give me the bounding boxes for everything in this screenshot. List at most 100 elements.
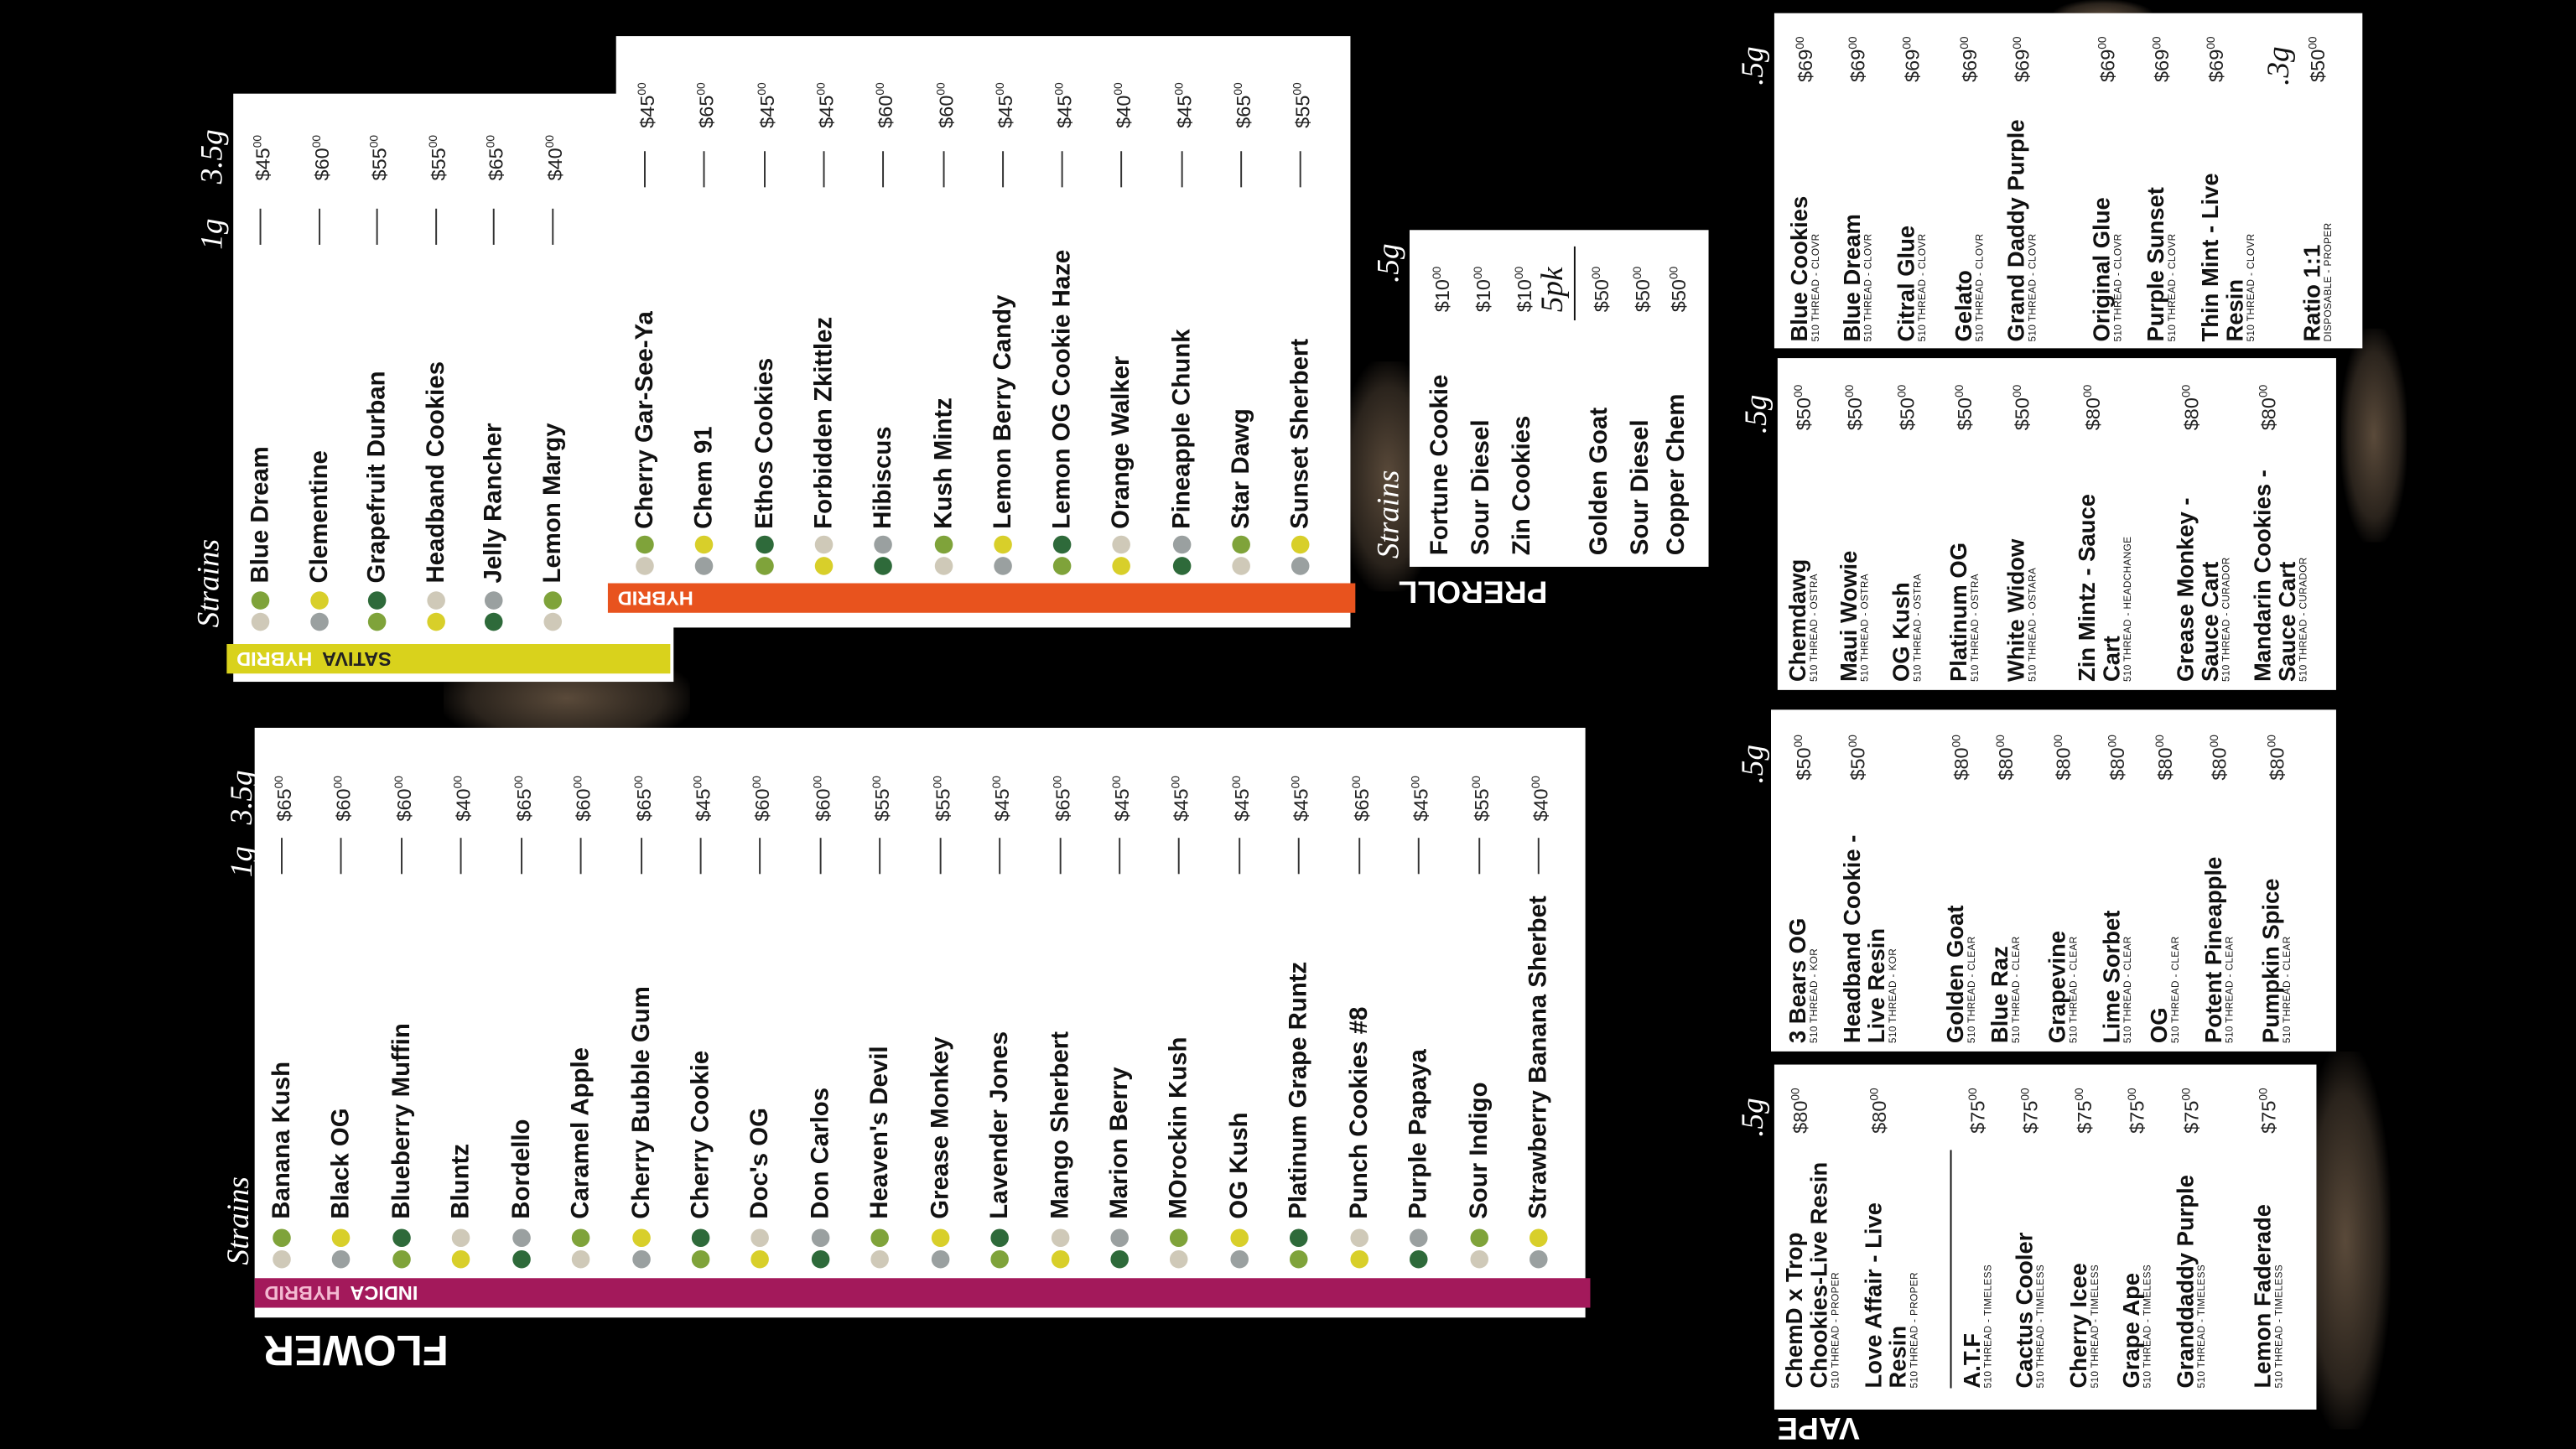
vape-name: Cactus Cooler (2011, 1232, 2038, 1389)
price-dollars: $80 (2106, 747, 2130, 781)
vape-name: Golden Goat (1941, 905, 1969, 1044)
price-cents: 00 (2097, 36, 2110, 49)
dash-line (760, 838, 761, 875)
vape-item: A.T.F 510 THREAD - TIMELESS (1958, 1156, 1996, 1389)
price-cents: 00 (1794, 735, 1806, 748)
vape-name: Purple Sunset (2142, 187, 2169, 342)
price-dollars: $65 (695, 95, 719, 128)
price: $6500 (1047, 776, 1073, 822)
price-cents: 00 (1902, 36, 1914, 49)
effect-icon (1170, 1228, 1189, 1248)
price-dollars: $55 (368, 148, 392, 181)
price-cents: 00 (334, 776, 346, 789)
price: $4500 (1167, 776, 1193, 822)
price-dollars: $80 (2208, 747, 2231, 781)
vape-detail: 510 THREAD - CLOVR (2168, 233, 2179, 342)
vape-name: Ratio 1:1 (2298, 244, 2325, 342)
vape-detail: 510 THREAD - TIMELESS (2198, 1264, 2209, 1389)
effect-icon (1349, 1228, 1368, 1248)
dash-line (640, 838, 642, 875)
price-cents: 00 (2181, 1088, 2194, 1101)
dash-line (1119, 838, 1121, 875)
price-dollars: $60 (332, 788, 356, 822)
price-cents: 00 (252, 134, 265, 148)
vape-item: Zin Mintz - Sauce Cart 510 THREAD - HEADC… (2073, 454, 2135, 683)
vape-name: Granddaddy Purple (2172, 1174, 2199, 1389)
vape-detail: 510 THREAD - KOR (1889, 948, 1899, 1044)
effect-icon (368, 612, 387, 631)
header-large: 3.5g (225, 770, 260, 825)
price-dollars: $50 (1667, 279, 1691, 313)
price: $8000 (2049, 735, 2075, 781)
vape-detail: 510 THREAD - CLEAR (2225, 936, 2236, 1044)
price: $6000 (808, 776, 834, 822)
dash-line (999, 838, 1001, 875)
price: $5000 (1893, 385, 1919, 431)
price-dollars: $45 (1172, 95, 1196, 128)
panel (1409, 230, 1709, 567)
price: $6900 (2201, 36, 2227, 82)
price-cents: 00 (486, 134, 499, 148)
vape-name: Zin Mintz - Sauce Cart (2073, 494, 2125, 683)
price-dollars: $80 (2052, 747, 2075, 781)
effect-icon (1291, 535, 1311, 554)
panel (233, 93, 674, 683)
price: $8000 (2078, 385, 2104, 431)
strain-name: Bordello (506, 1119, 536, 1219)
price: $5000 (1587, 267, 1613, 313)
effect-icon (990, 1228, 1010, 1248)
price-cents: 00 (816, 82, 828, 96)
vape-name: White Widow (2002, 538, 2029, 683)
dash-line (318, 208, 320, 245)
price: $4500 (1227, 776, 1253, 822)
strain-name: Hibiscus (869, 426, 898, 529)
strain-name: Star Dawg (1227, 408, 1255, 529)
price-cents: 00 (1052, 776, 1064, 789)
price: $6500 (269, 776, 295, 822)
strain-name: Golden Goat (1585, 407, 1613, 556)
vape-item: Gelato 510 THREAD - CLOVR (1950, 105, 1988, 342)
price-dollars: $40 (543, 148, 567, 181)
vape-name: Platinum OG (1945, 542, 1972, 683)
price-dollars: $50 (2306, 49, 2330, 82)
dash-line (1358, 838, 1360, 875)
effect-icon (251, 612, 270, 631)
effect-icon (426, 591, 445, 610)
effect-icon (751, 1228, 770, 1248)
badge-text: HYBRID (264, 1281, 340, 1305)
vape-name: Thin Mint - Live Resin (2196, 173, 2248, 342)
price-cents: 00 (393, 776, 406, 789)
price-dollars: $80 (1994, 747, 2018, 781)
price-dollars: $45 (814, 95, 838, 128)
price: $4500 (248, 135, 274, 181)
vape-item: Grape Ape 510 THREAD - TIMELESS (2117, 1156, 2155, 1389)
vape-detail: 510 THREAD - CLOVR (1864, 233, 1875, 342)
dash-line (1418, 838, 1420, 875)
vape-name: Love Affair - Live Resin (1859, 1202, 1911, 1389)
dash-line (400, 838, 402, 875)
price: $1000 (1428, 267, 1453, 313)
vape-name: OG (2145, 1007, 2173, 1044)
price-cents: 00 (2308, 36, 2320, 49)
price: $1000 (1469, 267, 1494, 313)
strain-name: Doc's OG (746, 1107, 775, 1219)
effect-icon (933, 535, 953, 554)
vape-detail: 510 THREAD - TIMELESS (1984, 1264, 1995, 1389)
price-cents: 00 (2083, 384, 2095, 398)
vape-detail: 510 THREAD - CLOVR (2114, 233, 2125, 342)
price: $6000 (931, 82, 957, 128)
strain-name: Blue Dream (246, 446, 275, 584)
vape-detail: 510 THREAD - CLOVR (2247, 233, 2257, 342)
price-dollars: $60 (874, 95, 898, 128)
vape-item: Ratio 1:1 DISPOSABLE - PROPER (2298, 105, 2336, 342)
vape-item: ChemD x Trop Chookies-Live Resin 510 THRE… (1781, 1156, 1843, 1389)
price-cents: 00 (935, 82, 948, 96)
price-dollars: $45 (1230, 788, 1254, 822)
price-cents: 00 (1790, 1088, 1803, 1101)
effect-icon (631, 1249, 651, 1269)
dash-line (1238, 838, 1240, 875)
price-dollars: $69 (2150, 49, 2174, 82)
price: $6500 (509, 776, 535, 822)
vape-item: Pumpkin Spice 510 THREAD - CLEAR (2257, 803, 2295, 1043)
price-dollars: $80 (1867, 1100, 1892, 1134)
